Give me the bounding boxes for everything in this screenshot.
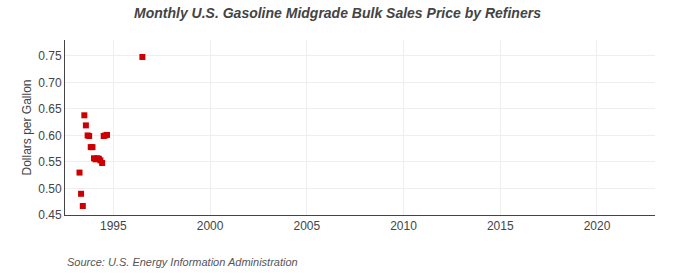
svg-text:Dollars per Gallon: Dollars per Gallon bbox=[20, 79, 34, 175]
svg-text:2015: 2015 bbox=[487, 219, 514, 233]
svg-text:Monthly U.S. Gasoline Midgrade: Monthly U.S. Gasoline Midgrade Bulk Sale… bbox=[134, 5, 541, 21]
svg-text:2005: 2005 bbox=[293, 219, 320, 233]
svg-text:0.55: 0.55 bbox=[38, 155, 62, 169]
svg-text:0.60: 0.60 bbox=[38, 129, 62, 143]
svg-text:2020: 2020 bbox=[584, 219, 611, 233]
svg-text:2000: 2000 bbox=[197, 219, 224, 233]
svg-text:0.70: 0.70 bbox=[38, 76, 62, 90]
svg-text:0.45: 0.45 bbox=[38, 208, 62, 222]
svg-text:1995: 1995 bbox=[100, 219, 127, 233]
svg-text:Source: U.S. Energy Informatio: Source: U.S. Energy Information Administ… bbox=[67, 256, 298, 268]
svg-text:0.65: 0.65 bbox=[38, 102, 62, 116]
svg-text:0.50: 0.50 bbox=[38, 182, 62, 196]
svg-text:0.75: 0.75 bbox=[38, 49, 62, 63]
svg-text:2010: 2010 bbox=[390, 219, 417, 233]
